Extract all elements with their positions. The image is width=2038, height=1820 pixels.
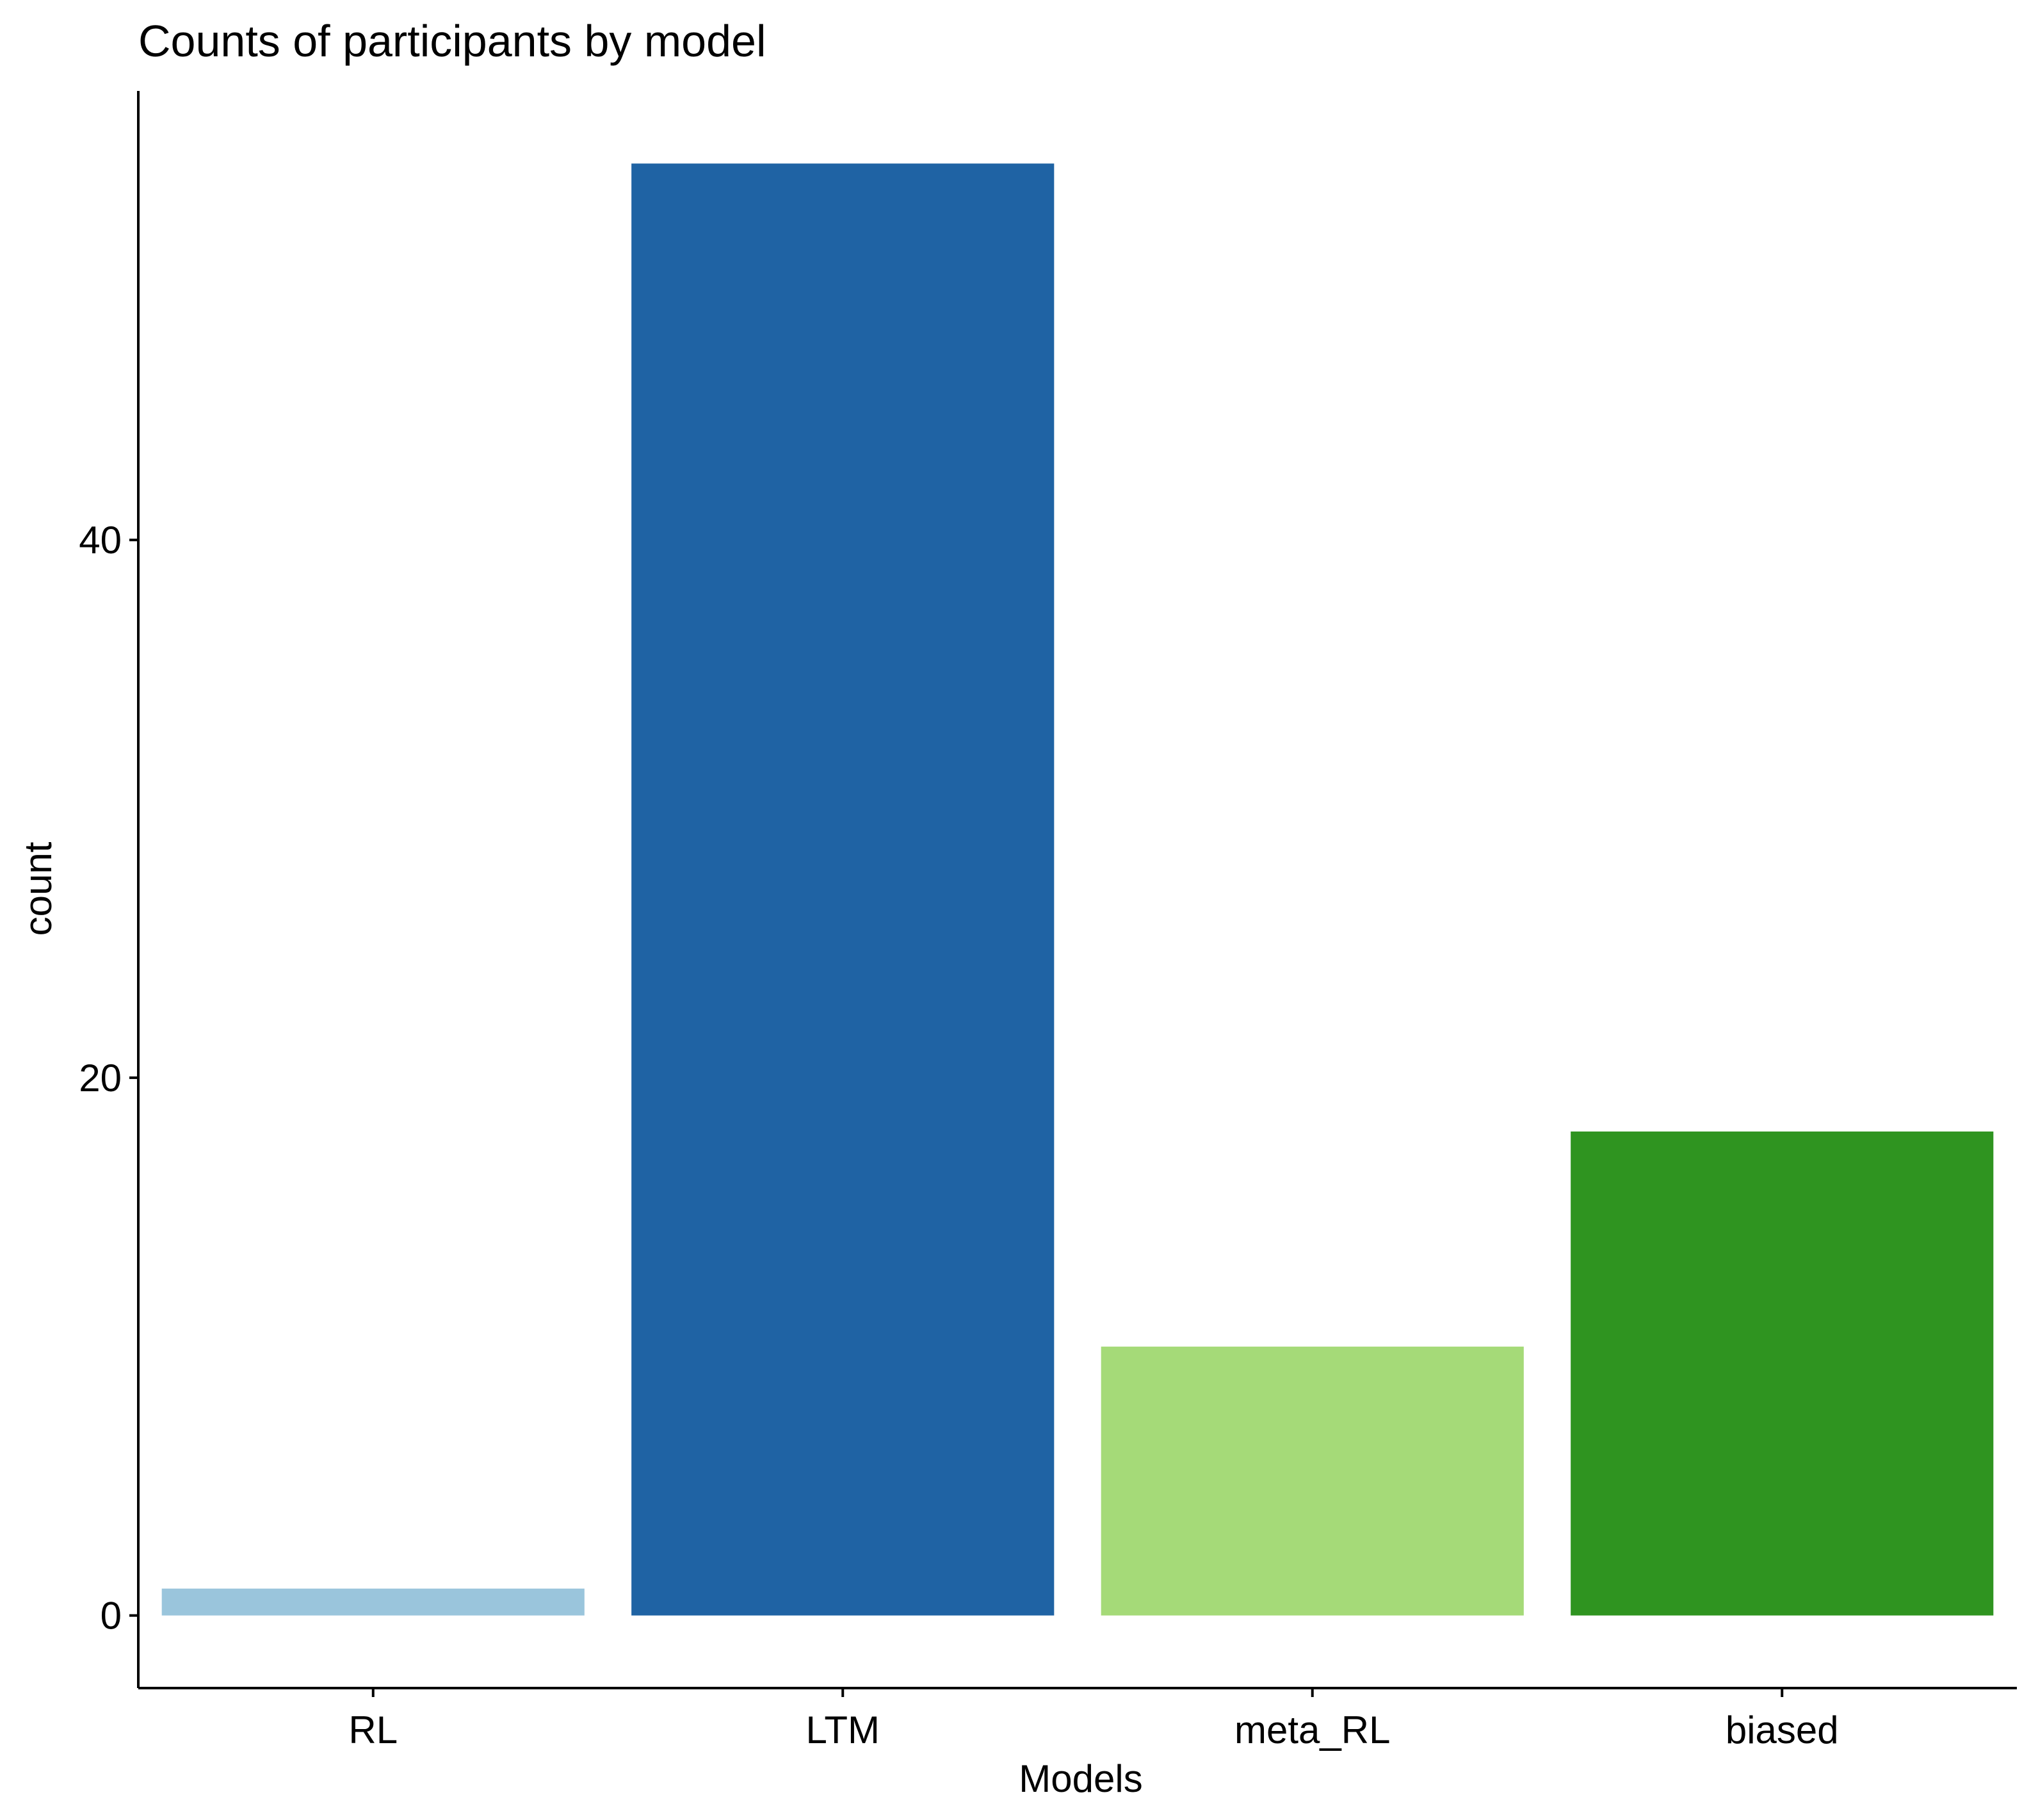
y-tick-label: 20 xyxy=(79,1057,122,1100)
x-tick-label: LTM xyxy=(805,1709,880,1751)
bar-ltm xyxy=(631,163,1055,1616)
bars-layer xyxy=(161,163,1994,1616)
bar-biased xyxy=(1571,1131,1994,1616)
x-tick-label: meta_RL xyxy=(1234,1709,1390,1751)
bar-meta-rl xyxy=(1101,1346,1524,1616)
bar-rl xyxy=(161,1588,585,1616)
x-tick-label: RL xyxy=(348,1709,398,1751)
chart-title: Counts of participants by model xyxy=(138,16,766,66)
y-tick-label: 0 xyxy=(101,1595,122,1637)
y-axis-title: count xyxy=(17,841,60,936)
x-tick-label: biased xyxy=(1726,1709,1839,1751)
x-axis-title: Models xyxy=(1019,1757,1142,1800)
y-tick-label: 40 xyxy=(79,519,122,562)
axes-layer: 0 20 40 RL LTM meta_RL biased xyxy=(79,91,2017,1751)
